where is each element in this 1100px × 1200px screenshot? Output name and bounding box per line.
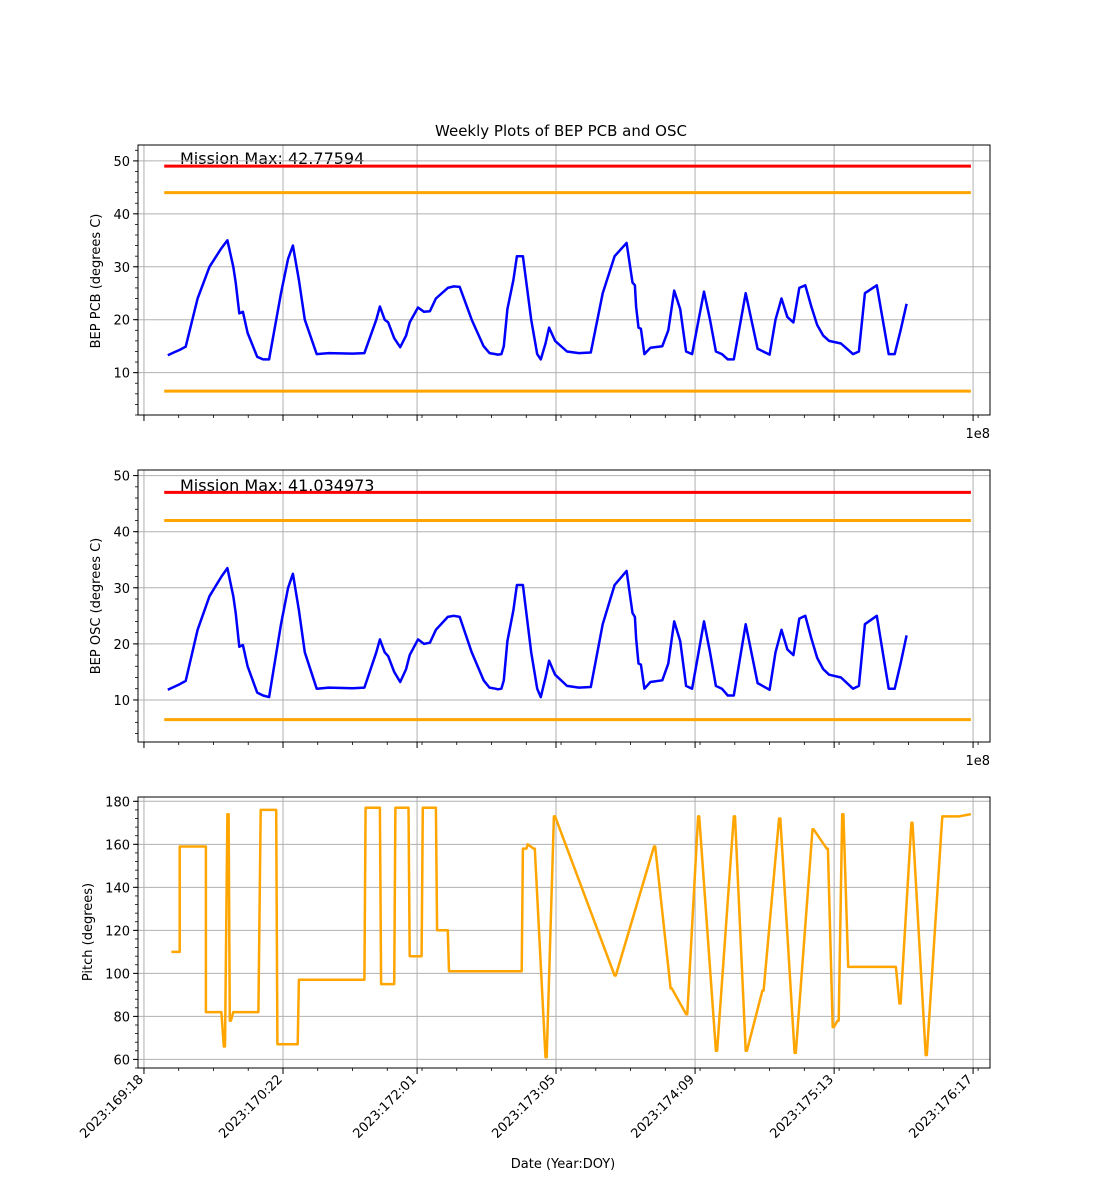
y-axis-label-pcb: BEP PCB (degrees C) bbox=[89, 214, 104, 349]
y-tick-label-pitch-0: 60 bbox=[113, 1053, 130, 1068]
y-tick-label-pcb-3: 40 bbox=[113, 208, 130, 223]
x-tick-label-1: 2023:170:22 bbox=[216, 1072, 285, 1141]
axes-frame-osc bbox=[137, 469, 991, 743]
plot-layer: 10 20 30 40 50 10 20 30 40 50 60 80 100 120 140 160 180 2… bbox=[77, 144, 991, 1142]
y-tick-label-pitch-4: 140 bbox=[105, 881, 130, 896]
y-tick-label-pitch-1: 80 bbox=[113, 1010, 130, 1025]
y-tick-label-osc-3: 40 bbox=[113, 526, 130, 541]
y-tick-label-osc-4: 50 bbox=[113, 470, 130, 485]
y-tick-label-osc-2: 30 bbox=[113, 582, 130, 597]
axes-frame-pitch bbox=[137, 796, 991, 1069]
y-tick-label-pitch-3: 120 bbox=[105, 924, 130, 939]
series-line-osc-0 bbox=[167, 566, 908, 699]
y-axis-label-osc: BEP OSC (degrees C) bbox=[89, 538, 104, 674]
x-axis-label: Date (Year:DOY) bbox=[511, 1157, 616, 1172]
y-tick-label-pcb-1: 20 bbox=[113, 314, 130, 329]
offset-text-top: 1e8 bbox=[965, 427, 990, 442]
x-tick-label-6: 2023:176:17 bbox=[906, 1072, 975, 1141]
y-axis-label-pitch: Pitch (degrees) bbox=[81, 883, 96, 981]
y-tick-label-pcb-4: 50 bbox=[113, 155, 130, 170]
y-tick-label-osc-1: 20 bbox=[113, 638, 130, 653]
annotation-pcb-max: Mission Max: 42.77594 bbox=[180, 149, 364, 168]
series-line-pcb-0 bbox=[167, 239, 908, 361]
axes-frame-pcb bbox=[137, 144, 991, 416]
x-tick-label-2: 2023:172:01 bbox=[350, 1072, 419, 1141]
y-tick-label-osc-0: 10 bbox=[113, 694, 130, 709]
y-tick-label-pitch-5: 160 bbox=[105, 838, 130, 853]
y-tick-label-pitch-6: 180 bbox=[105, 795, 130, 810]
offset-text-middle: 1e8 bbox=[965, 754, 990, 769]
x-tick-label-0: 2023:169:18 bbox=[77, 1072, 146, 1141]
y-tick-label-pcb-2: 30 bbox=[113, 261, 130, 276]
chart-title: Weekly Plots of BEP PCB and OSC bbox=[435, 122, 687, 140]
series-line-pitch-0 bbox=[171, 806, 972, 1059]
y-tick-label-pcb-0: 10 bbox=[113, 367, 130, 382]
x-tick-label-3: 2023:173:05 bbox=[489, 1072, 558, 1141]
x-tick-label-5: 2023:175:13 bbox=[768, 1072, 837, 1141]
annotation-osc-max: Mission Max: 41.034973 bbox=[180, 476, 374, 495]
x-tick-label-4: 2023:174:09 bbox=[628, 1072, 697, 1141]
y-tick-label-pitch-2: 100 bbox=[105, 967, 130, 982]
